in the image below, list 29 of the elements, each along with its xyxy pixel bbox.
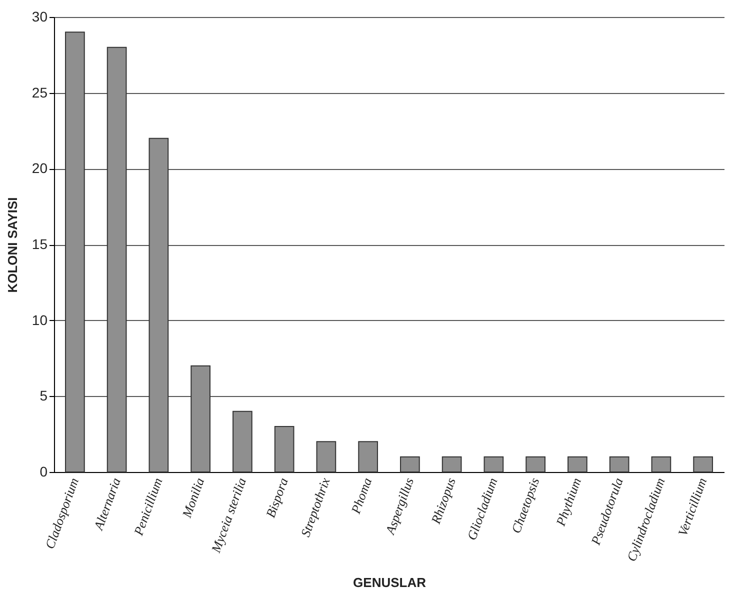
- y-tick-label: 10: [32, 312, 48, 328]
- y-tick-label: 20: [32, 160, 48, 176]
- y-tick-label: 15: [32, 236, 48, 252]
- x-tick-label: Phoma: [348, 475, 375, 516]
- y-axis-title: KOLONI SAYISI: [4, 197, 20, 293]
- x-axis-title: GENUSLAR: [353, 575, 427, 590]
- bar: [442, 456, 462, 472]
- bar: [651, 456, 672, 472]
- x-tick-label: Bispora: [262, 475, 292, 520]
- bar: [65, 32, 85, 472]
- bar: [609, 456, 630, 472]
- bar: [148, 138, 169, 472]
- bar: [106, 46, 127, 472]
- bar: [316, 441, 336, 472]
- bar: [358, 441, 378, 472]
- bar: [484, 456, 504, 472]
- bar: [274, 426, 294, 472]
- y-tick-label: 30: [32, 8, 48, 24]
- bar: [568, 456, 588, 472]
- y-tick-label: 25: [32, 84, 48, 100]
- bar: [693, 456, 713, 472]
- y-tick-label: 0: [40, 464, 48, 480]
- bar: [526, 456, 546, 472]
- bar: [232, 410, 252, 472]
- bar: [190, 365, 210, 472]
- bar: [400, 456, 420, 472]
- y-tick-label: 5: [40, 388, 48, 404]
- x-tick-label: Myceia sterilia: [208, 475, 250, 556]
- x-tick-label: Monilia: [178, 475, 208, 521]
